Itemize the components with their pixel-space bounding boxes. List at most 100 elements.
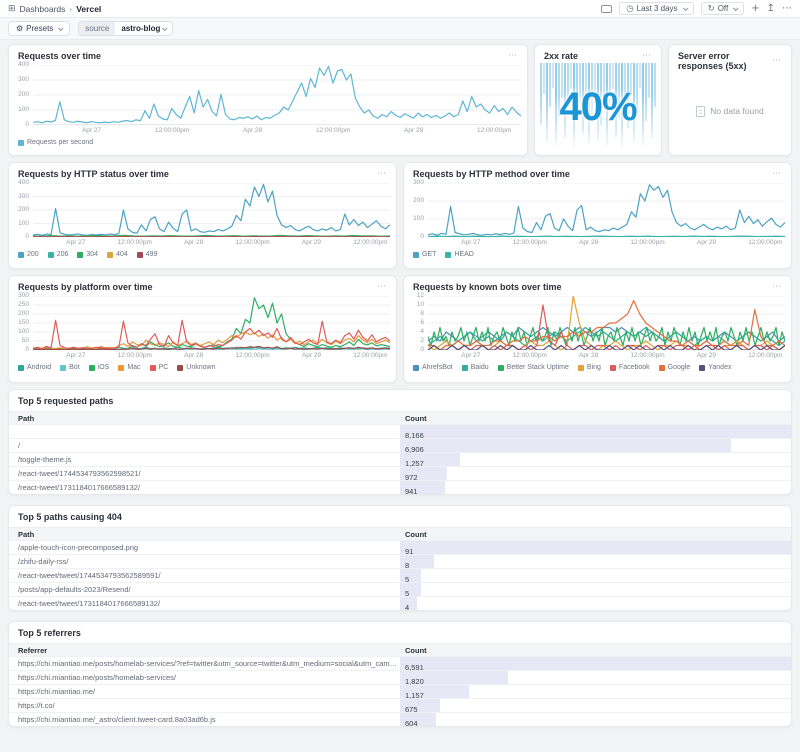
breadcrumb-separator-icon: › xyxy=(69,3,73,14)
legend-item[interactable]: 404 xyxy=(107,251,128,258)
table-row: / 6,906 xyxy=(9,438,791,454)
panel-menu-button[interactable]: ⋯ xyxy=(508,51,518,61)
app-header: ⊞ Dashboards › Vercel ◷ Last 3 days ↻ Of… xyxy=(0,0,800,18)
count-value: 8 xyxy=(405,561,410,570)
legend-item[interactable]: 200 xyxy=(18,251,39,258)
count-bar xyxy=(400,439,731,452)
legend-swatch xyxy=(47,251,54,258)
x-axis-tick: 12:00:00pm xyxy=(235,352,270,359)
document-icon xyxy=(696,105,706,117)
chevron-down-icon xyxy=(162,24,168,31)
filter-value-dropdown[interactable]: astro-blog xyxy=(115,22,173,35)
panel-menu-button[interactable]: ⋯ xyxy=(377,169,387,179)
legend-item[interactable]: HEAD xyxy=(445,251,474,258)
count-bar xyxy=(400,713,436,726)
path-cell: /react-tweet/tweet/1744534793562589591/ xyxy=(18,571,161,580)
count-bar xyxy=(400,541,791,554)
count-cell: 675 xyxy=(400,699,791,714)
gear-icon: ⚙ xyxy=(16,24,24,33)
legend-item[interactable]: Unknown xyxy=(177,364,215,371)
panel-title: Server error responses (5xx) xyxy=(678,51,747,71)
legend-item[interactable]: Yandex xyxy=(699,364,731,371)
chevron-down-icon xyxy=(733,4,739,11)
count-value: 675 xyxy=(405,705,418,714)
more-menu-button[interactable]: ⋯ xyxy=(782,2,792,14)
count-bar xyxy=(400,453,461,466)
filter-key-label: source xyxy=(79,22,116,35)
count-bar xyxy=(400,685,469,698)
legend-item[interactable]: 304 xyxy=(77,251,98,258)
legend-item[interactable]: Google xyxy=(658,364,690,371)
legend-swatch xyxy=(658,364,665,371)
legend-swatch xyxy=(77,251,84,258)
count-cell: 8 xyxy=(400,555,791,570)
legend-item[interactable]: 499 xyxy=(136,251,158,258)
table-row: https://t.co/675 xyxy=(9,698,791,714)
presets-button[interactable]: ⚙ Presets xyxy=(8,21,71,36)
panel-top-404-paths: Top 5 paths causing 404 Path Count /appl… xyxy=(8,505,792,611)
table-row: /posts/app-defaults-2023/Resend/5 xyxy=(9,582,791,598)
legend-item[interactable]: 206 xyxy=(47,251,68,258)
chevron-down-icon xyxy=(682,4,689,11)
count-cell: 972 xyxy=(400,467,791,482)
x-axis-tick: Apr 29 xyxy=(696,239,717,246)
legend-item[interactable]: Android xyxy=(18,364,51,371)
y-axis-tick: 50 xyxy=(21,337,29,345)
time-range-picker[interactable]: ◷ Last 3 days xyxy=(619,2,694,15)
y-axis-tick: 300 xyxy=(413,179,424,186)
table-row: https://chi.miantiao.me/posts/homelab-se… xyxy=(9,670,791,686)
table-row: /react-tweet/tweet/1731184017666589132/4 xyxy=(9,596,791,610)
panel-requests-over-time: Requests over time ⋯ 0 100 200 300 400 Apr 2… xyxy=(8,44,528,156)
add-panel-button[interactable]: + xyxy=(751,2,760,14)
y-axis-tick: 200 xyxy=(413,197,424,205)
legend-label: 404 xyxy=(116,251,128,258)
legend-item[interactable]: Mac xyxy=(118,364,141,371)
legend-label: Facebook xyxy=(618,364,650,371)
chart-plot xyxy=(428,183,785,237)
legend-item[interactable]: AhrefsBot xyxy=(413,364,453,371)
panel-title: Requests by known bots over time xyxy=(413,282,562,292)
legend-item[interactable]: Facebook xyxy=(609,364,650,371)
panel-title: Top 5 requested paths xyxy=(18,396,114,406)
y-axis-tick: 200 xyxy=(18,91,29,98)
count-value: 91 xyxy=(405,547,414,556)
path-cell: /react-tweet/tweet/1731184017666589132/ xyxy=(18,599,161,608)
legend-label: 499 xyxy=(145,251,158,258)
y-axis-tick: 6 xyxy=(420,319,424,326)
legend-item[interactable]: iOS xyxy=(88,364,109,371)
panel-http-method: Requests by HTTP method over time ⋯ 0 100… xyxy=(403,162,792,269)
legend-item[interactable]: Requests per second xyxy=(18,139,93,146)
legend-item[interactable]: Baidu xyxy=(461,364,489,371)
table-row: /toggle-theme.js 1,257 xyxy=(9,452,791,468)
column-header-referrer: Referrer xyxy=(18,645,48,655)
panel-menu-button[interactable]: ⋯ xyxy=(772,56,782,66)
panel-menu-button[interactable]: ⋯ xyxy=(377,282,387,292)
x-axis-tick: Apr 28 xyxy=(243,127,263,134)
column-header-count: Count xyxy=(405,645,427,655)
share-button[interactable]: ↥ xyxy=(766,2,775,14)
x-axis-tick: 12:00:00pm xyxy=(630,352,665,359)
chart-plot xyxy=(33,183,390,237)
panel-menu-button[interactable]: ⋯ xyxy=(772,282,782,292)
count-value: 1,820 xyxy=(405,677,424,686)
table-row: /zhifu-daily-rss/8 xyxy=(9,554,791,570)
chart-plot xyxy=(33,65,521,125)
panel-menu-button[interactable]: ⋯ xyxy=(772,169,782,179)
count-bar xyxy=(400,583,422,596)
legend-item[interactable]: PC xyxy=(149,364,168,371)
legend-item[interactable]: GET xyxy=(413,251,436,258)
legend-item[interactable]: Bing xyxy=(577,364,601,371)
x-axis-tick: 12:00:00pm xyxy=(748,352,783,359)
legend-label: Better Stack Uptime xyxy=(506,364,569,371)
kiosk-mode-icon[interactable] xyxy=(601,4,613,13)
legend-swatch xyxy=(118,364,125,371)
panel-server-errors: Server error responses (5xx) ⋯ No data f… xyxy=(668,44,792,156)
legend-item[interactable]: Bot xyxy=(60,364,80,371)
table-body: /apple-touch-icon-precomposed.png 91/zhif… xyxy=(9,540,791,610)
table-row: /react-tweet/1731184017666589132/941 xyxy=(9,480,791,494)
breadcrumb-section[interactable]: Dashboards xyxy=(19,3,66,14)
refresh-interval-picker[interactable]: ↻ Off xyxy=(700,2,745,15)
legend-item[interactable]: Better Stack Uptime xyxy=(497,364,569,371)
chart-plot xyxy=(428,296,785,350)
x-axis-tick: Apr 29 xyxy=(696,352,717,359)
